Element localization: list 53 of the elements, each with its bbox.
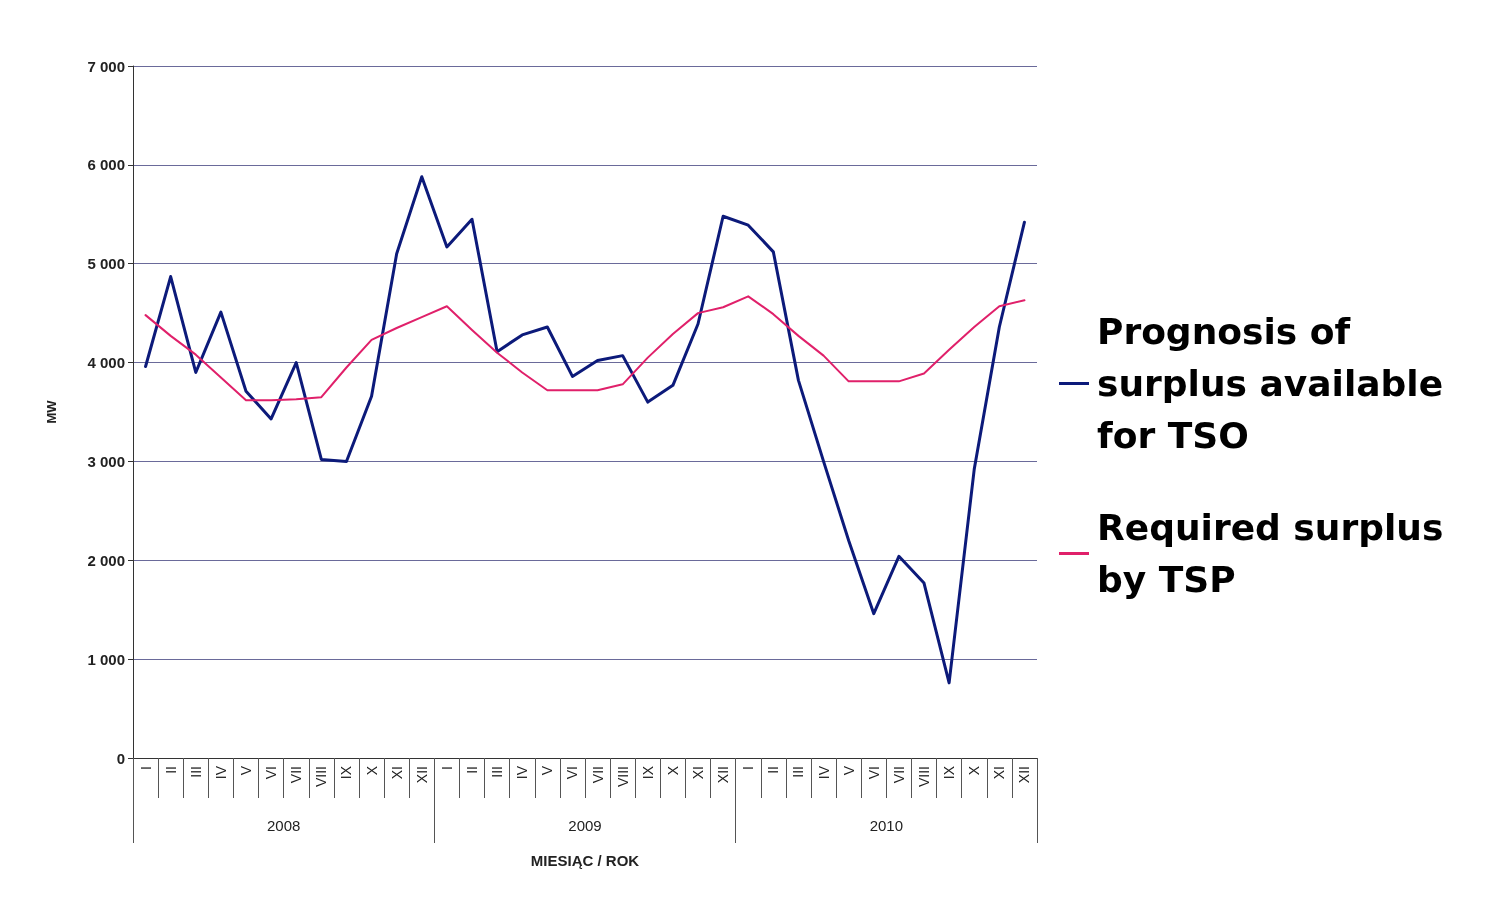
x-tick-label: IV [815, 765, 832, 780]
x-tick-label: IX [639, 765, 656, 780]
x-tick-label: VI [564, 766, 581, 780]
x-tick-label: III [489, 766, 506, 778]
x-tick-label: IX [941, 765, 958, 780]
x-tick-label: IV [514, 765, 531, 780]
x-tick-label: VIII [916, 766, 932, 788]
legend-label: Prognosis of surplus available for TSO [1097, 311, 1456, 456]
x-tick-label: X [664, 765, 681, 776]
y-tick-label: 0 [116, 749, 125, 767]
text: 2009 [568, 817, 602, 834]
x-tick-label: VII [890, 766, 907, 784]
x-tick-label: VII [589, 766, 606, 784]
x-tick-label: IV [212, 765, 229, 780]
x-axis-title: MIESIĄC / ROK [530, 852, 640, 869]
x-tick-label: X [363, 765, 380, 776]
x-tick-label: II [464, 766, 480, 774]
x-tick-label: VII [288, 766, 305, 784]
y-tick-label: 3 000 [87, 452, 125, 470]
x-tick-label: XII [1016, 766, 1033, 784]
y-tick-label: 4 000 [87, 354, 125, 372]
x-tick-label: X [966, 765, 983, 776]
x-tick-label: XI [991, 766, 1008, 780]
x-tick-label: XI [388, 766, 405, 780]
text: 2008 [266, 817, 301, 834]
x-tick-label: VIII [313, 766, 330, 788]
x-tick-label: III [187, 766, 204, 778]
x-tick-label: V [539, 765, 556, 776]
y-tick-label: 7 000 [87, 57, 125, 75]
y-tick-label: 6 000 [87, 156, 125, 174]
y-tick-label: 1 000 [87, 650, 125, 668]
line-series [144, 295, 1026, 402]
x-tick-label: V [238, 765, 254, 776]
x-tick-label: VI [865, 766, 882, 780]
x-tick-label: VIII [614, 766, 631, 788]
x-tick-label: XII [715, 766, 732, 784]
x-tick-label: II [765, 766, 782, 774]
x-tick-label: XI [690, 766, 706, 780]
y-axis-title: MW [44, 399, 59, 424]
x-tick-label: VI [263, 766, 280, 780]
legend-label: Required surplus by TSP [1097, 507, 1456, 600]
x-tick-label: I [137, 766, 154, 770]
text: 2010 [869, 817, 904, 834]
x-tick-label: II [162, 766, 179, 774]
y-tick-label: 2 000 [87, 551, 125, 569]
x-tick-label: XII [413, 766, 430, 784]
x-tick-label: I [740, 766, 757, 770]
x-tick-label: III [790, 766, 807, 778]
line-series [144, 175, 1026, 685]
x-tick-label: IX [338, 765, 355, 780]
y-tick-label: 5 000 [87, 255, 125, 273]
x-tick-label: V [840, 765, 857, 776]
x-tick-label: I [438, 766, 455, 770]
